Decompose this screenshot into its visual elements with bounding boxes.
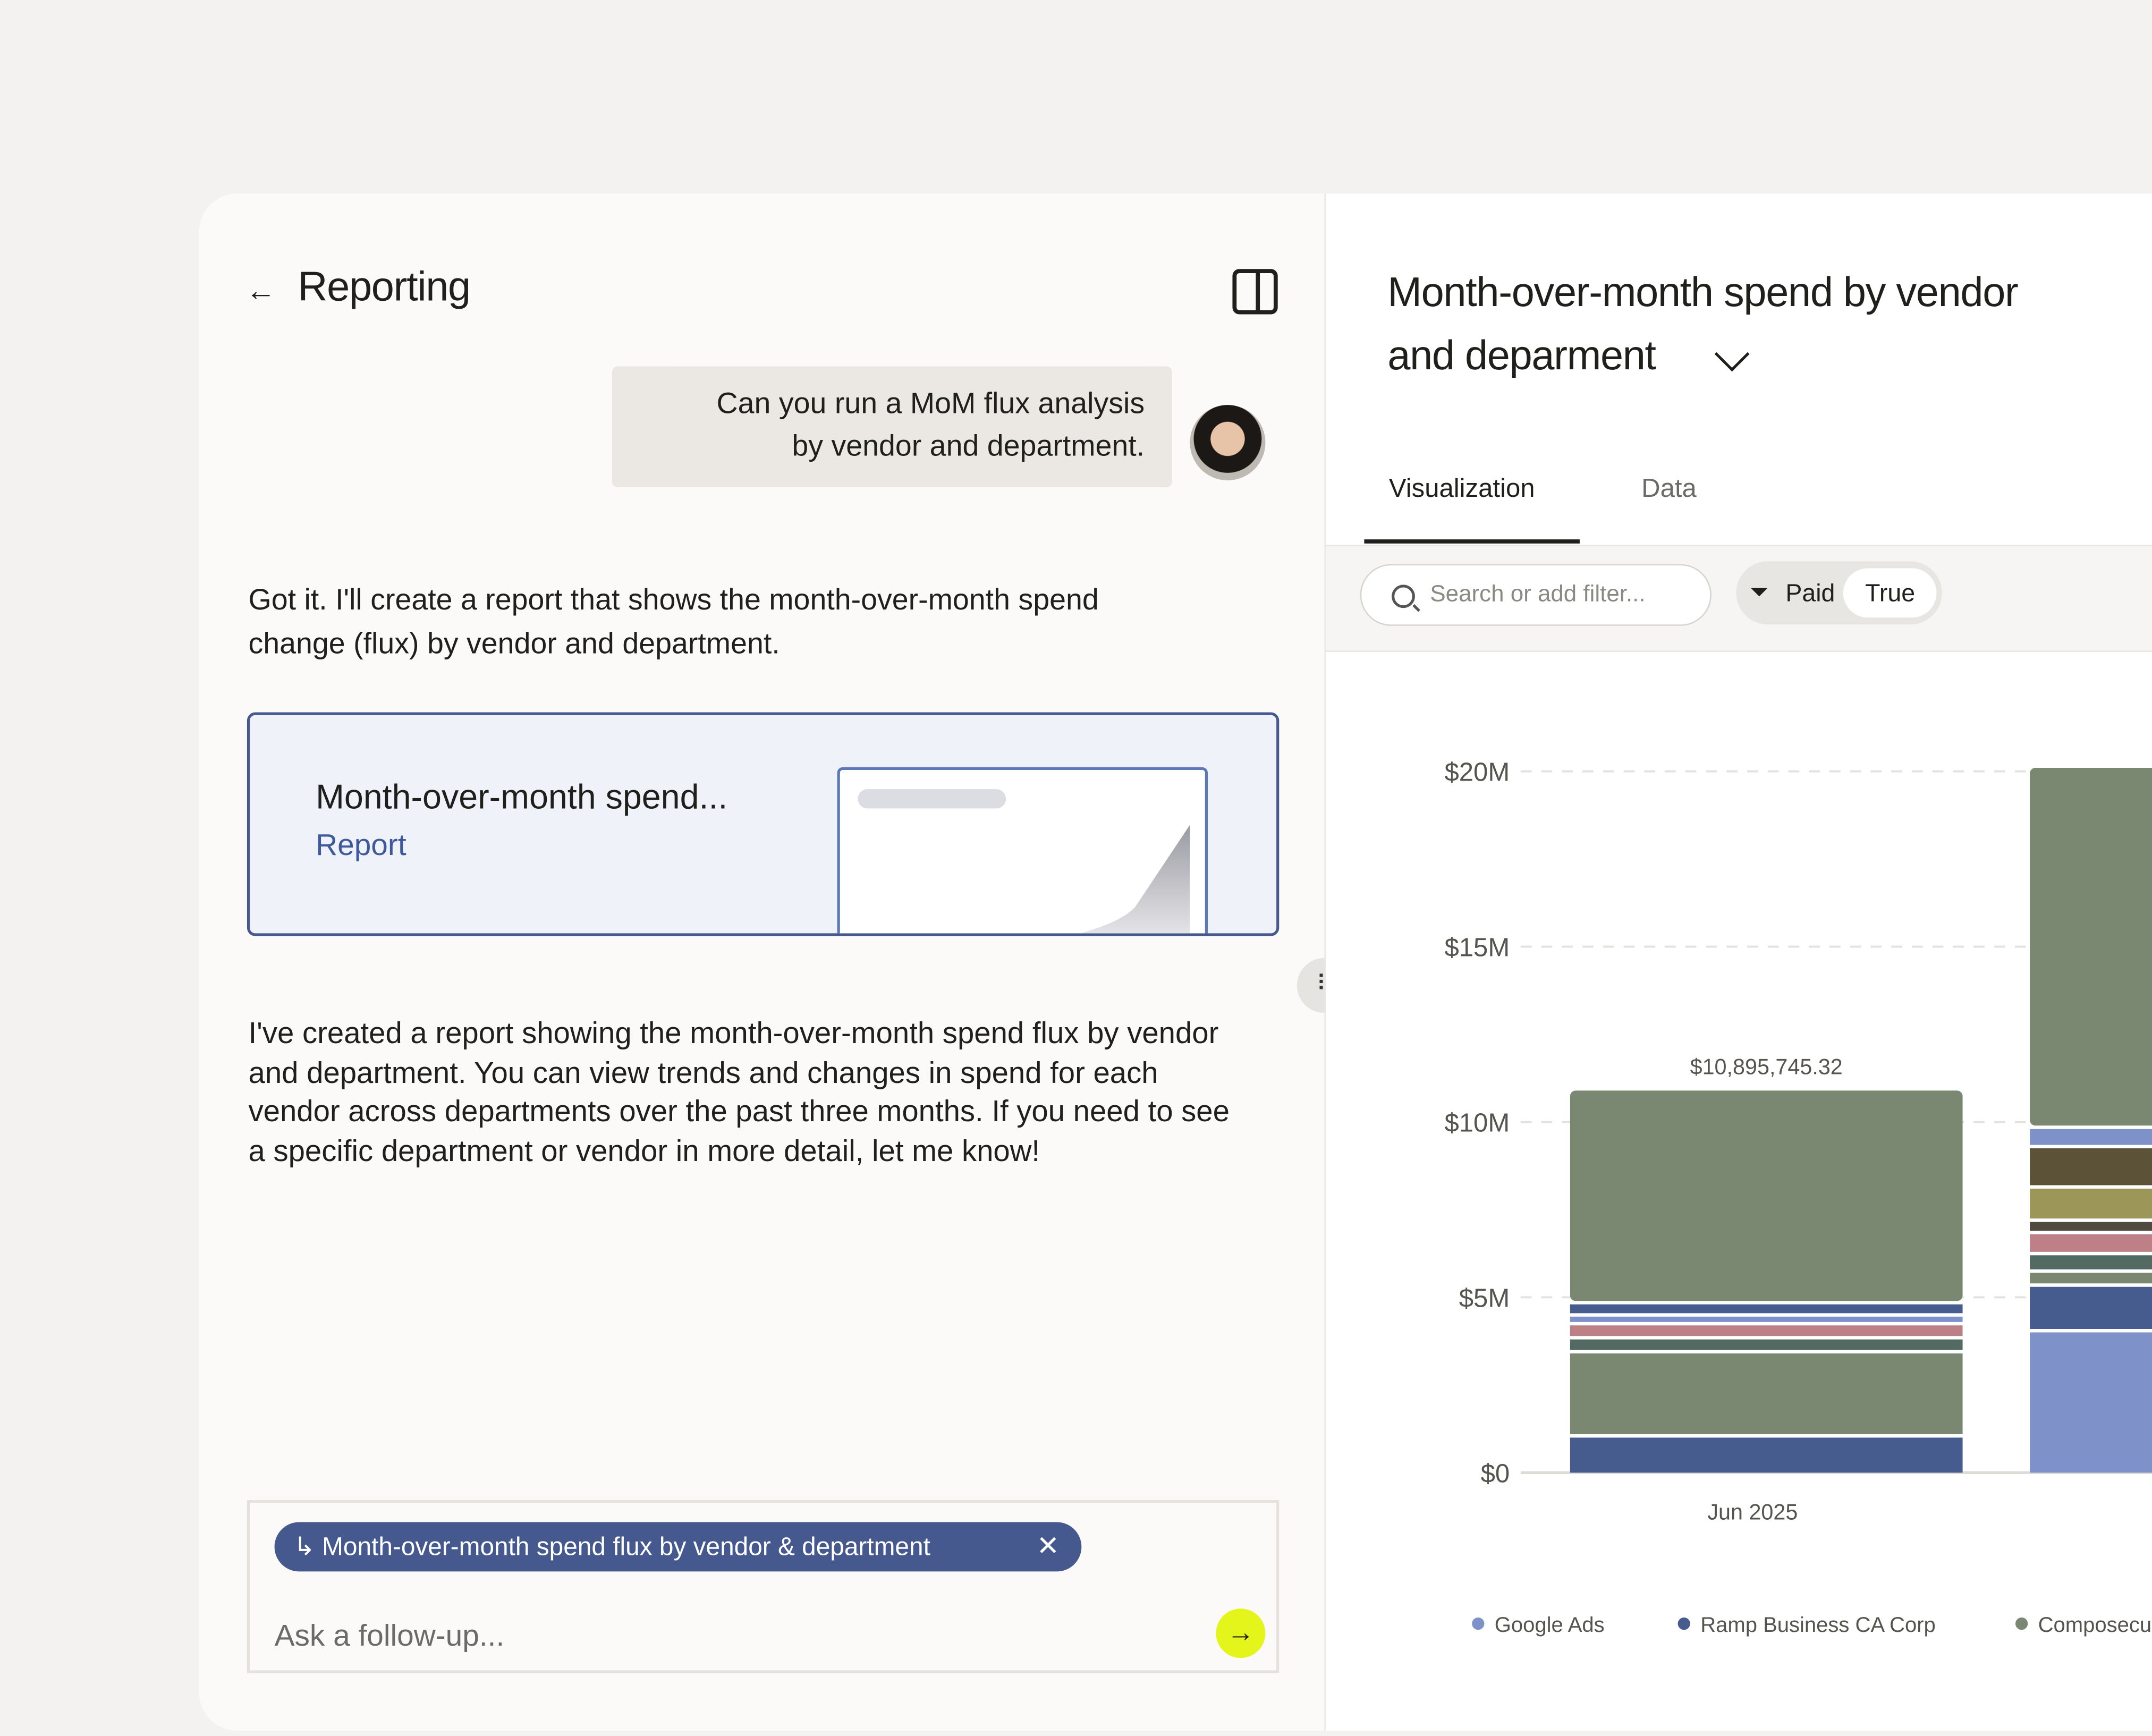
bar-total-label: $10,895,745.32 <box>1690 1054 1843 1079</box>
page-title: Reporting <box>298 265 471 310</box>
context-chip[interactable]: ↳ Month-over-month spend flux by vendor … <box>274 1522 1082 1572</box>
report-title[interactable]: Month-over-month spend by vendor and dep… <box>1387 262 2101 388</box>
report-card-title: Month-over-month spend... <box>316 778 728 817</box>
search-icon <box>1392 585 1415 608</box>
user-message: Can you run a MoM flux analysis by vendo… <box>612 366 1172 487</box>
title-line: Month-over-month spend by vendor <box>1387 270 2019 316</box>
legend-label: Ramp Business CA Corp <box>1700 1613 1936 1637</box>
message-line: change (flux) by vendor and department. <box>248 627 780 660</box>
bar-segment <box>1570 1437 1963 1473</box>
bar-segment <box>1570 1353 1963 1435</box>
message-line: Can you run a MoM flux analysis <box>716 387 1145 420</box>
bar-segment <box>2030 1148 2152 1185</box>
assistant-message: I've created a report showing the month-… <box>249 1014 1230 1171</box>
bar-segment <box>2030 767 2152 1126</box>
message-line: vendor across departments over the past … <box>248 1094 1230 1129</box>
sidebar-panel-icon[interactable] <box>1232 269 1278 315</box>
bar-segment <box>1570 1325 1963 1336</box>
y-tick-label: $20M <box>1444 758 1510 787</box>
filter-label: Paid <box>1785 579 1835 607</box>
message-line: a specific department or vendor in more … <box>248 1133 1040 1167</box>
bar-segment <box>2030 1286 2152 1329</box>
bar-segment <box>1570 1090 1963 1301</box>
context-chip-label: Month-over-month spend flux by vendor & … <box>322 1531 930 1561</box>
search-placeholder: Search or add filter... <box>1430 580 1646 607</box>
tab-visualization[interactable]: Visualization <box>1388 475 1535 504</box>
title-line: and deparment <box>1387 333 1656 379</box>
bar-segment <box>1570 1304 1963 1314</box>
x-tick-label: Jun 2025 <box>1707 1500 1798 1524</box>
tab-data[interactable]: Data <box>1641 475 1697 504</box>
composer: ↳ Month-over-month spend flux by vendor … <box>247 1500 1280 1673</box>
bar-segment <box>1570 1316 1963 1322</box>
bar-segment <box>2030 1255 2152 1269</box>
legend-dot <box>1472 1617 1485 1630</box>
bar-segment <box>2030 1234 2152 1252</box>
filter-bar: Search or add filter... ⏷ Paid True <box>1326 545 2152 652</box>
report-thumbnail <box>837 767 1208 934</box>
send-button[interactable]: → <box>1216 1608 1266 1658</box>
report-panel: Month-over-month spend by vendor and dep… <box>1324 193 2152 1731</box>
y-tick-label: $5M <box>1459 1284 1510 1313</box>
legend-dot <box>2015 1617 2028 1630</box>
message-line: and department. You can view trends and … <box>248 1054 1158 1089</box>
report-card-subtitle: Report <box>316 827 406 862</box>
stacked-bar-chart: $0 $5M $10M $15M $20M $10,895,745.32 Jun 2025 G… <box>1444 758 2152 1637</box>
bar-segment <box>2030 1273 2152 1284</box>
filter-icon: ⏷ <box>1750 579 1769 606</box>
legend-label: Composecu <box>2038 1613 2152 1637</box>
bar-segment <box>1570 1339 1963 1350</box>
y-tick-label: $15M <box>1444 934 1510 962</box>
bar-segment <box>2030 1332 2152 1473</box>
close-icon[interactable]: ✕ <box>1036 1531 1060 1562</box>
legend-dot <box>1677 1617 1690 1630</box>
message-line: by vendor and department. <box>792 429 1145 463</box>
legend-label: Google Ads <box>1495 1613 1605 1637</box>
bar-segment <box>2030 1129 2152 1145</box>
bar-segment <box>2030 1188 2152 1219</box>
thumbnail-bar <box>858 789 1006 809</box>
arrow-left-icon[interactable]: ← <box>245 273 276 308</box>
message-line: I've created a report showing the month-… <box>248 1015 1219 1050</box>
y-tick-label: $0 <box>1481 1460 1510 1488</box>
bar-segment <box>2030 1222 2152 1231</box>
message-line: Got it. I'll create a report that shows … <box>248 583 1099 616</box>
chat-panel: ← Reporting Can you run a MoM flux analy… <box>199 193 1325 1731</box>
follow-up-input[interactable]: Ask a follow-up... <box>274 1618 505 1653</box>
search-input[interactable]: Search or add filter... <box>1360 564 1712 626</box>
arrow-right-icon: → <box>1227 1618 1255 1649</box>
avatar <box>1190 404 1266 481</box>
reply-arrow-icon: ↳ <box>293 1531 323 1561</box>
assistant-message: Got it. I'll create a report that shows … <box>249 578 1099 665</box>
active-tab-indicator <box>1364 539 1580 544</box>
report-card[interactable]: Month-over-month spend... Report <box>247 712 1280 936</box>
filter-pill-paid[interactable]: ⏷ Paid True <box>1736 561 1942 625</box>
filter-value: True <box>1843 568 1937 618</box>
y-tick-label: $10M <box>1444 1109 1510 1138</box>
thumbnail-chart <box>1080 825 1190 934</box>
